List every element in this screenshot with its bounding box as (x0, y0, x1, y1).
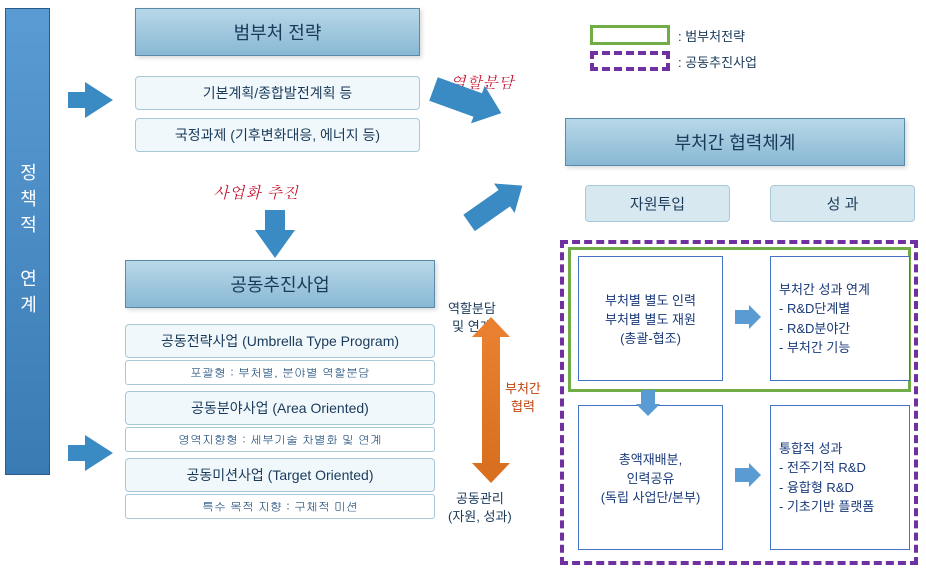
q2-item1: - R&D단계별 (779, 299, 901, 319)
legend-label-2: : 공동추진사업 (678, 52, 757, 71)
arrow-down-commercialization (255, 230, 295, 258)
cross-ministry-strategy: 범부처 전략 기본계획/종합발전계획 등 국정과제 (기후변화대응, 에너지 등… (135, 8, 420, 152)
q4-title: 통합적 성과 (779, 439, 901, 459)
legend: : 범부처전략 : 공동추진사업 (590, 25, 757, 77)
arrow-to-section1 (85, 82, 113, 118)
orange-double-arrow (482, 335, 500, 465)
legend-swatch-green (590, 25, 670, 45)
q2-title: 부처간 성과 연계 (779, 280, 901, 300)
arrow-to-section2 (85, 435, 113, 471)
quad-integrated-performance: 통합적 성과 - 전주기적 R&D - 융합형 R&D - 기초기반 플랫폼 (770, 405, 910, 550)
joint-strategy-desc: 포괄형 : 부처별, 분야별 역할분담 (125, 360, 435, 385)
quad-resource-separate: 부처별 별도 인력 부처별 별도 재원 (총괄-협조) (578, 256, 723, 381)
joint-area-program: 공동분야사업 (Area Oriented) (125, 391, 435, 425)
performance-box: 성 과 (770, 185, 915, 222)
cooperation-system-header: 부처간 협력체계 (565, 118, 905, 166)
q2-item3: - 부처간 기능 (779, 338, 901, 358)
side-label-cooperation: 부처간 협력 (505, 380, 541, 416)
commercialization-label: 사업화 추진 (213, 180, 298, 203)
policy-linkage-bar: 정책적 연계 (5, 8, 50, 475)
q4-item2: - 융합형 R&D (779, 478, 901, 498)
mini-arrow-2 (735, 468, 751, 482)
joint-area-desc: 영역지향형 : 세부기술 차별화 및 연계 (125, 427, 435, 452)
joint-promotion-section: 공동추진사업 공동전략사업 (Umbrella Type Program) 포괄… (125, 260, 435, 519)
mini-arrow-1 (735, 310, 751, 324)
q4-item3: - 기초기반 플랫폼 (779, 497, 901, 517)
joint-strategy-program: 공동전략사업 (Umbrella Type Program) (125, 324, 435, 358)
section1-item2: 국정과제 (기후변화대응, 에너지 등) (135, 118, 420, 152)
side-label-joint-mgmt: 공동관리 (자원, 성과) (448, 490, 512, 526)
quad-resource-shared: 총액재배분, 인력공유 (독립 사업단/본부) (578, 405, 723, 550)
q2-item2: - R&D분야간 (779, 319, 901, 339)
section2-header: 공동추진사업 (125, 260, 435, 308)
q4-item1: - 전주기적 R&D (779, 458, 901, 478)
mini-arrow-3 (641, 390, 655, 406)
arrow-to-cooperation (463, 189, 511, 231)
quad-performance-linkage: 부처간 성과 연계 - R&D단계별 - R&D분야간 - 부처간 기능 (770, 256, 910, 381)
section1-header: 범부처 전략 (135, 8, 420, 56)
joint-mission-desc: 특수 목적 지향 : 구체적 미션 (125, 494, 435, 519)
resource-input-box: 자원투입 (585, 185, 730, 222)
joint-mission-program: 공동미션사업 (Target Oriented) (125, 458, 435, 492)
section1-item1: 기본계획/종합발전계획 등 (135, 76, 420, 110)
legend-label-1: : 범부처전략 (678, 26, 745, 45)
legend-swatch-purple (590, 51, 670, 71)
